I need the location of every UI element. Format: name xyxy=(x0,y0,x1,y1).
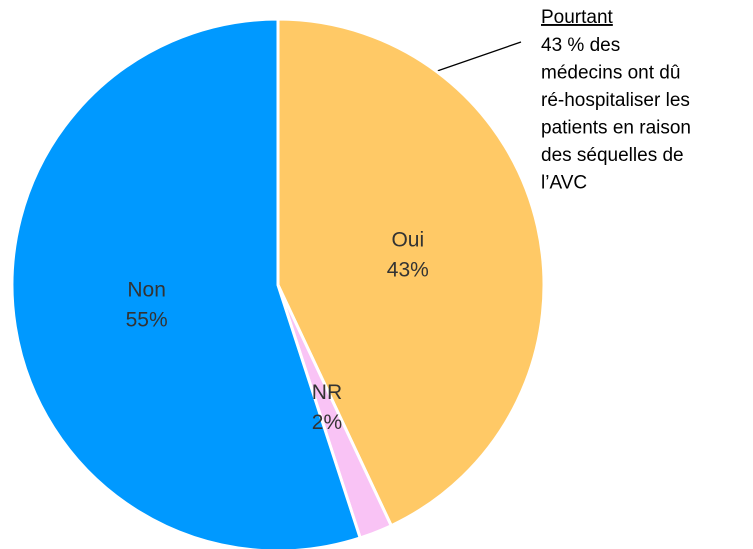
annotation-line: 43 % des xyxy=(541,35,620,56)
slice-label: Non xyxy=(127,278,166,301)
slice-value-label: 2% xyxy=(312,411,342,434)
annotation-line: l’AVC xyxy=(541,173,587,194)
annotation-line: ré-hospitaliser les xyxy=(541,90,690,111)
annotation-title: Pourtant xyxy=(541,7,614,28)
pie-slice xyxy=(276,17,546,528)
slice-value-label: 55% xyxy=(126,308,168,331)
slice-label: Oui xyxy=(391,229,424,252)
annotation-line: médecins ont dû xyxy=(541,63,680,84)
slice-label: NR xyxy=(312,381,342,404)
annotation-line: des séquelles de xyxy=(541,145,684,166)
pie-slice xyxy=(10,17,363,549)
annotation-line: patients en raison xyxy=(541,118,691,139)
slice-value-label: 43% xyxy=(387,259,429,282)
